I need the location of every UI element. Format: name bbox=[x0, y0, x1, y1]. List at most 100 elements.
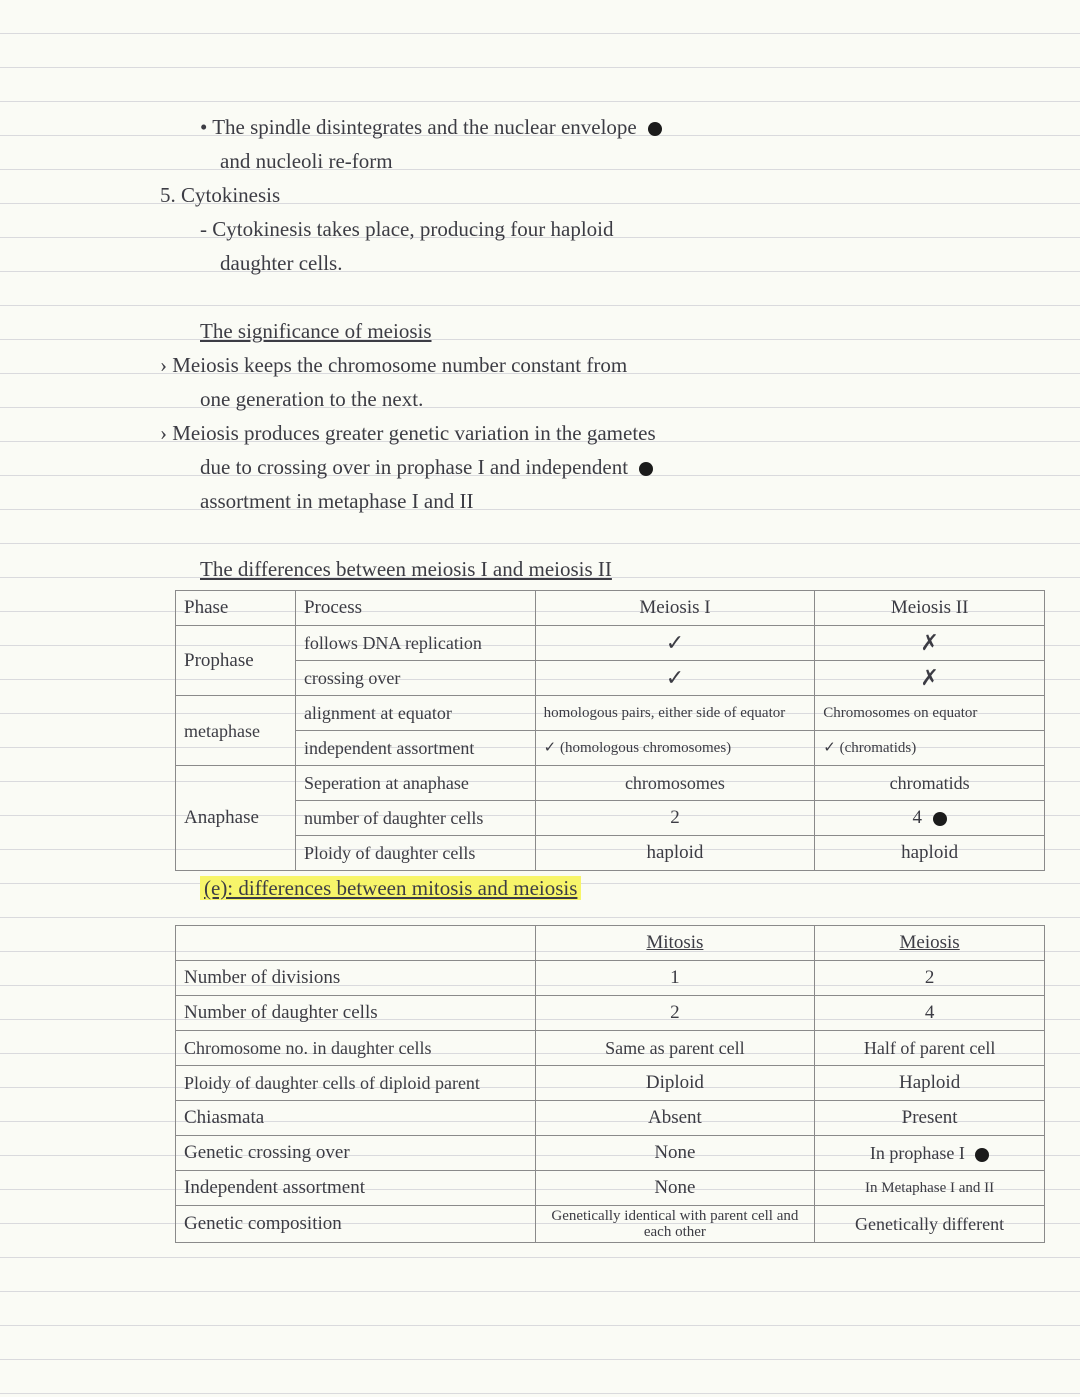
cell: Same as parent cell bbox=[535, 1031, 815, 1066]
note-line: › Meiosis produces greater genetic varia… bbox=[60, 416, 1030, 450]
cell: ✓ bbox=[535, 661, 815, 696]
table-row: Genetic crossing over None In prophase I bbox=[176, 1136, 1045, 1171]
ink-blot-icon bbox=[975, 1148, 989, 1162]
table-row: Chromosome no. in daughter cells Same as… bbox=[176, 1031, 1045, 1066]
heading-5: 5. Cytokinesis bbox=[60, 178, 1030, 212]
cell: chromatids bbox=[815, 766, 1045, 801]
cell: Absent bbox=[535, 1101, 815, 1136]
meiosis-1-vs-2-table: Phase Process Meiosis I Meiosis II Proph… bbox=[175, 590, 1045, 871]
cell: Ploidy of daughter cells of diploid pare… bbox=[176, 1066, 536, 1101]
table-row: Anaphase Seperation at anaphase chromoso… bbox=[176, 766, 1045, 801]
cell: number of daughter cells bbox=[295, 801, 535, 836]
note-line: › Meiosis keeps the chromosome number co… bbox=[60, 348, 1030, 382]
cell: Ploidy of daughter cells bbox=[295, 836, 535, 871]
text: In prophase I bbox=[870, 1143, 965, 1163]
cell: 1 bbox=[535, 961, 815, 996]
cell: 4 bbox=[815, 801, 1045, 836]
cell: 2 bbox=[815, 961, 1045, 996]
cell: Diploid bbox=[535, 1066, 815, 1101]
cell: Half of parent cell bbox=[815, 1031, 1045, 1066]
table-row: Genetic composition Genetically identica… bbox=[176, 1206, 1045, 1243]
cell: None bbox=[535, 1171, 815, 1206]
cell: ✓ (chromatids) bbox=[815, 731, 1045, 766]
table-row: Phase Process Meiosis I Meiosis II bbox=[176, 591, 1045, 626]
col-meiosis: Meiosis bbox=[815, 926, 1045, 961]
cell: None bbox=[535, 1136, 815, 1171]
cell: Genetically different bbox=[815, 1206, 1045, 1243]
cell: Haploid bbox=[815, 1066, 1045, 1101]
significance-heading: The significance of meiosis bbox=[60, 314, 1030, 348]
table-row: Number of daughter cells 2 4 bbox=[176, 996, 1045, 1031]
spacer bbox=[60, 518, 1030, 552]
section-e-heading: (e): differences between mitosis and mei… bbox=[60, 871, 1030, 905]
cell: follows DNA replication bbox=[295, 626, 535, 661]
cell: Anaphase bbox=[176, 766, 296, 871]
note-line: and nucleoli re-form bbox=[60, 144, 1030, 178]
notebook-page: { "colors": { "page_bg": "#fafbf5", "bac… bbox=[0, 0, 1080, 1397]
cell: homologous pairs, either side of equator bbox=[535, 696, 815, 731]
text: 4 bbox=[913, 807, 923, 828]
cell: metaphase bbox=[176, 696, 296, 766]
cell: crossing over bbox=[295, 661, 535, 696]
cell: independent assortment bbox=[295, 731, 535, 766]
highlighted-text: (e): differences between mitosis and mei… bbox=[200, 876, 581, 900]
table-row: Independent assortment None In Metaphase… bbox=[176, 1171, 1045, 1206]
note-line: - Cytokinesis takes place, producing fou… bbox=[60, 212, 1030, 246]
table-row: Ploidy of daughter cells of diploid pare… bbox=[176, 1066, 1045, 1101]
cell: Chiasmata bbox=[176, 1101, 536, 1136]
cell: haploid bbox=[535, 836, 815, 871]
cell: ✗ bbox=[815, 626, 1045, 661]
cell: 2 bbox=[535, 801, 815, 836]
ink-blot-icon bbox=[648, 122, 662, 136]
cell: Present bbox=[815, 1101, 1045, 1136]
cell: Prophase bbox=[176, 626, 296, 696]
cell: Number of divisions bbox=[176, 961, 536, 996]
table-row: Mitosis Meiosis bbox=[176, 926, 1045, 961]
table-row: Number of divisions 1 2 bbox=[176, 961, 1045, 996]
col-label bbox=[176, 926, 536, 961]
note-line: daughter cells. bbox=[60, 246, 1030, 280]
cell: Genetic composition bbox=[176, 1206, 536, 1243]
cell: ✓ (homologous chromosomes) bbox=[535, 731, 815, 766]
cell: alignment at equator bbox=[295, 696, 535, 731]
note-line: due to crossing over in prophase I and i… bbox=[60, 450, 1030, 484]
cell: 2 bbox=[535, 996, 815, 1031]
col-meiosis2: Meiosis II bbox=[815, 591, 1045, 626]
cell: Genetic crossing over bbox=[176, 1136, 536, 1171]
cell: Chromosomes on equator bbox=[815, 696, 1045, 731]
table-row: crossing over ✓ ✗ bbox=[176, 661, 1045, 696]
cell: Independent assortment bbox=[176, 1171, 536, 1206]
page-content: • The spindle disintegrates and the nucl… bbox=[60, 110, 1030, 1243]
table1-heading: The differences between meiosis I and me… bbox=[60, 552, 1030, 586]
cell: ✗ bbox=[815, 661, 1045, 696]
col-mitosis: Mitosis bbox=[535, 926, 815, 961]
col-process: Process bbox=[295, 591, 535, 626]
table-row: Chiasmata Absent Present bbox=[176, 1101, 1045, 1136]
cell: In prophase I bbox=[815, 1136, 1045, 1171]
text: due to crossing over in prophase I and i… bbox=[200, 455, 628, 479]
table-row: Ploidy of daughter cells haploid haploid bbox=[176, 836, 1045, 871]
cell: Number of daughter cells bbox=[176, 996, 536, 1031]
cell: chromosomes bbox=[535, 766, 815, 801]
note-line: • The spindle disintegrates and the nucl… bbox=[60, 110, 1030, 144]
ink-blot-icon bbox=[639, 462, 653, 476]
cell: 4 bbox=[815, 996, 1045, 1031]
table-row: independent assortment ✓ (homologous chr… bbox=[176, 731, 1045, 766]
spacer bbox=[60, 280, 1030, 314]
note-line: one generation to the next. bbox=[60, 382, 1030, 416]
cell: Genetically identical with parent cell a… bbox=[535, 1206, 815, 1243]
col-meiosis1: Meiosis I bbox=[535, 591, 815, 626]
cell: In Metaphase I and II bbox=[815, 1171, 1045, 1206]
note-line: assortment in metaphase I and II bbox=[60, 484, 1030, 518]
table-row: number of daughter cells 2 4 bbox=[176, 801, 1045, 836]
table-row: metaphase alignment at equator homologou… bbox=[176, 696, 1045, 731]
ink-blot-icon bbox=[933, 812, 947, 826]
text: • The spindle disintegrates and the nucl… bbox=[200, 115, 637, 139]
table-row: Prophase follows DNA replication ✓ ✗ bbox=[176, 626, 1045, 661]
cell: Chromosome no. in daughter cells bbox=[176, 1031, 536, 1066]
cell: haploid bbox=[815, 836, 1045, 871]
col-phase: Phase bbox=[176, 591, 296, 626]
cell: Seperation at anaphase bbox=[295, 766, 535, 801]
cell: ✓ bbox=[535, 626, 815, 661]
mitosis-vs-meiosis-table: Mitosis Meiosis Number of divisions 1 2 … bbox=[175, 925, 1045, 1243]
